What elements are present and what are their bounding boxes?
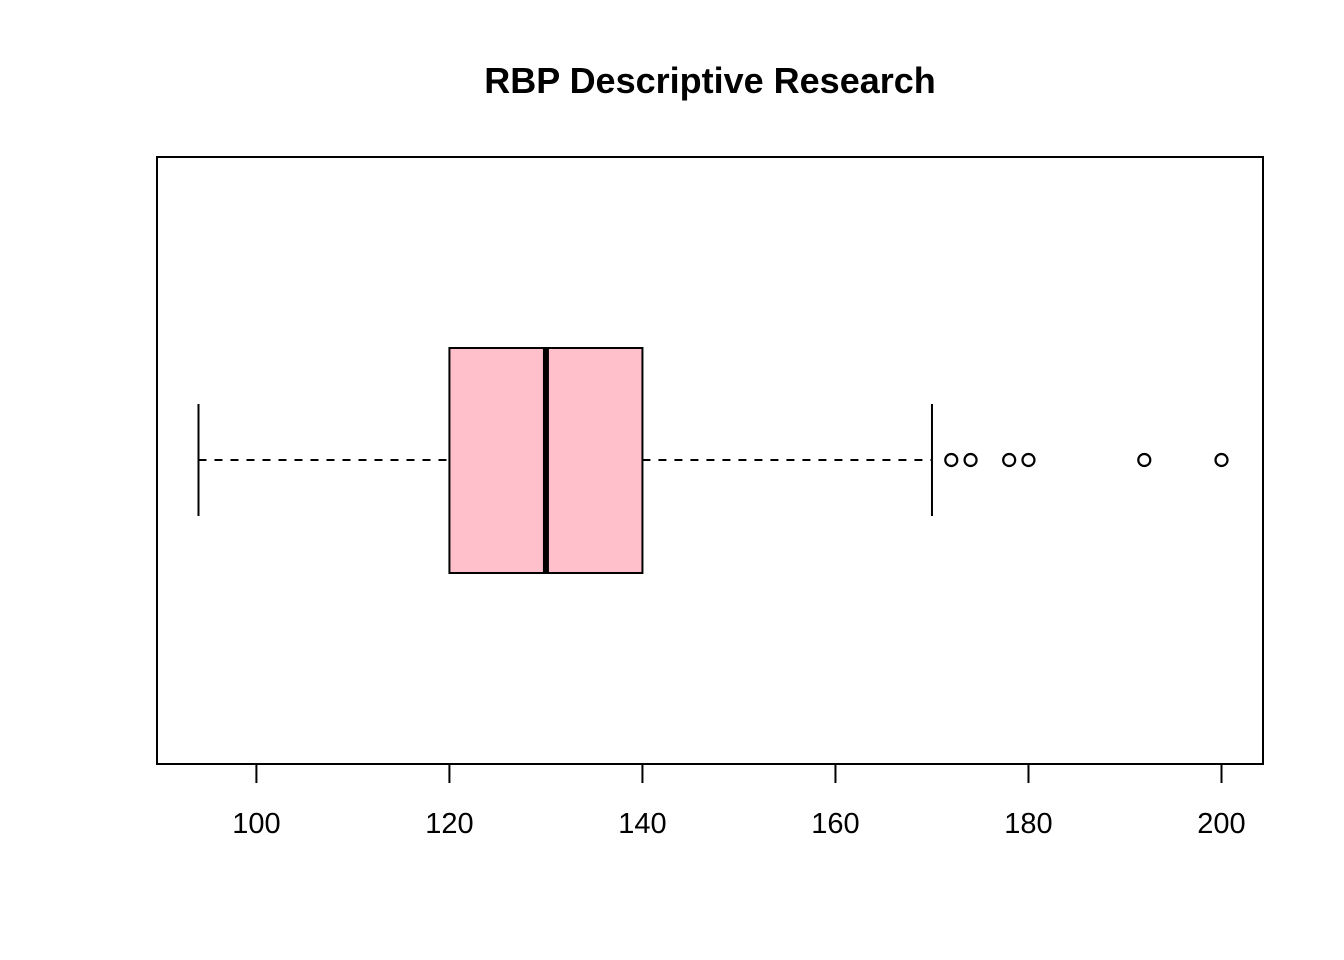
x-tick-label: 160 bbox=[811, 808, 859, 840]
boxplot-series bbox=[197, 347, 1229, 574]
x-tick-label: 140 bbox=[618, 808, 666, 840]
chart-title: RBP Descriptive Research bbox=[484, 60, 936, 101]
x-tick-label: 100 bbox=[232, 808, 280, 840]
outlier-point bbox=[963, 452, 978, 468]
outlier-point bbox=[1002, 452, 1017, 468]
x-tick-label: 200 bbox=[1197, 808, 1245, 840]
x-axis: 100 120 140 160 180 200 bbox=[232, 763, 1246, 840]
x-tick-label: 180 bbox=[1004, 808, 1052, 840]
outlier-point bbox=[1021, 452, 1036, 468]
x-tick-label: 120 bbox=[425, 808, 473, 840]
outlier-point bbox=[944, 452, 959, 468]
outlier-point bbox=[1214, 452, 1229, 468]
outlier-point bbox=[1137, 452, 1152, 468]
